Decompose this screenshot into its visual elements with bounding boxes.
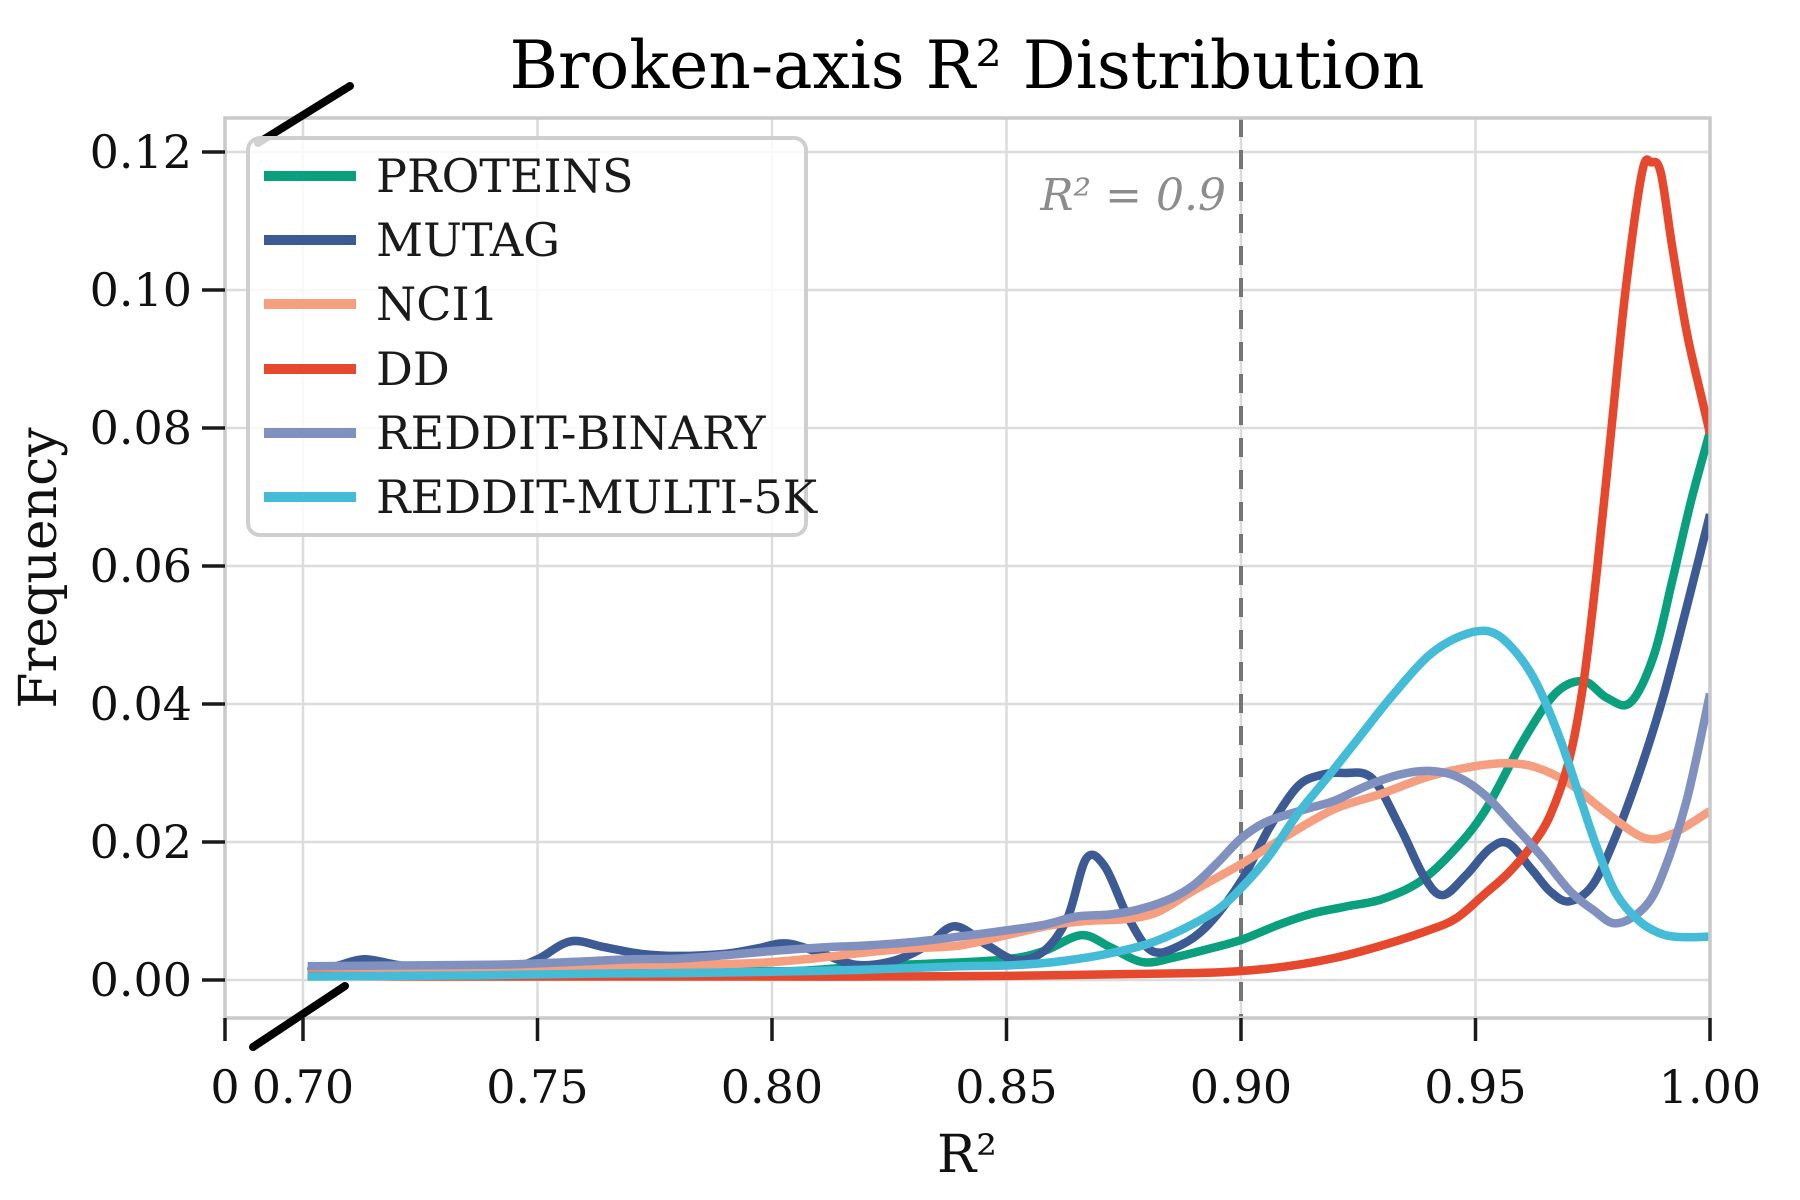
legend-item-reddit-multi-5k: REDDIT-MULTI-5K bbox=[264, 470, 819, 524]
legend-item-dd: DD bbox=[264, 342, 450, 396]
x-tick-label: 0.75 bbox=[486, 1060, 588, 1114]
legend-label: NCI1 bbox=[376, 277, 499, 331]
x-tick-label: 0.95 bbox=[1424, 1060, 1526, 1114]
series-curves bbox=[306, 155, 1710, 981]
legend-box bbox=[246, 136, 808, 537]
legend-label: REDDIT-MULTI-5K bbox=[376, 470, 819, 524]
plot-area: 0 0.70 0.75 0.80 0.85 0.90 0.95 1.00 0.00 0.02 0.0… bbox=[90, 82, 1762, 1114]
legend-label: DD bbox=[376, 342, 450, 396]
y-tick-label: 0.12 bbox=[90, 125, 192, 179]
threshold-annotation: R² = 0.9 bbox=[1039, 170, 1226, 221]
legend-item-mutag: MUTAG bbox=[264, 213, 560, 267]
x-tick-label: 0.80 bbox=[721, 1060, 823, 1114]
legend-item-nci1: NCI1 bbox=[264, 277, 499, 331]
x-tick-label: 0.70 bbox=[252, 1060, 354, 1114]
axis-ticks: 0 0.70 0.75 0.80 0.85 0.90 0.95 1.00 0.00 0.02 0.0… bbox=[90, 125, 1762, 1114]
y-tick-label: 0.00 bbox=[90, 953, 192, 1007]
x-tick-label: 0.90 bbox=[1190, 1060, 1292, 1114]
legend-label: PROTEINS bbox=[376, 149, 634, 203]
axis-break-mark-bottom bbox=[249, 982, 349, 1051]
y-tick-label: 0.06 bbox=[90, 539, 192, 593]
axes-spines bbox=[223, 116, 1712, 1020]
series-line-mutag bbox=[306, 513, 1710, 977]
series-line-nci1 bbox=[307, 759, 1710, 976]
legend-item-proteins: PROTEINS bbox=[264, 149, 634, 203]
y-tick-label: 0.04 bbox=[90, 677, 192, 731]
series-line-reddit-binary bbox=[307, 692, 1710, 971]
legend-label: MUTAG bbox=[376, 213, 560, 267]
chart-title: Broken-axis R² Distribution bbox=[509, 27, 1424, 104]
series-line-reddit-multi-5k bbox=[307, 626, 1710, 981]
legend-label: REDDIT-BINARY bbox=[376, 406, 766, 460]
x-tick-label: 1.00 bbox=[1659, 1060, 1761, 1114]
series-line-dd bbox=[307, 155, 1710, 981]
y-axis-label: Frequency bbox=[9, 427, 69, 709]
x-axis-label: R² bbox=[937, 1125, 997, 1185]
axis-break-mark-top bbox=[254, 82, 354, 147]
axis-break-marks bbox=[249, 82, 354, 1051]
x-tick-label: 0.85 bbox=[955, 1060, 1057, 1114]
y-tick-label: 0.10 bbox=[90, 263, 192, 317]
x-tick-label-zero: 0 bbox=[210, 1060, 239, 1114]
legend-item-reddit-binary: REDDIT-BINARY bbox=[264, 406, 766, 460]
legend: PROTEINS MUTAG NCI1 DD REDDIT-BINARY REDDIT-M… bbox=[246, 136, 819, 537]
y-tick-label: 0.08 bbox=[90, 401, 192, 455]
y-tick-label: 0.02 bbox=[90, 815, 192, 869]
